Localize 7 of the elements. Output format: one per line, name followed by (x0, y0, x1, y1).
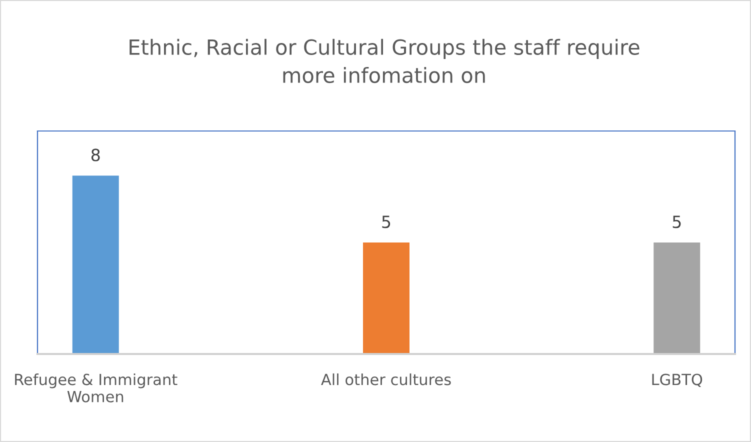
data-label: 5 (672, 216, 681, 228)
data-label: 8 (91, 148, 100, 162)
x-tick-label: Refugee & Immigrant Women (15, 373, 178, 402)
data-label: 5 (382, 216, 390, 228)
x-tick-label: All other cultures (321, 373, 451, 386)
chart-title: Ethnic, Racial or Cultural Groups the staff require more infomation on (130, 38, 640, 84)
x-tick-label: LGBTQ (652, 374, 702, 388)
